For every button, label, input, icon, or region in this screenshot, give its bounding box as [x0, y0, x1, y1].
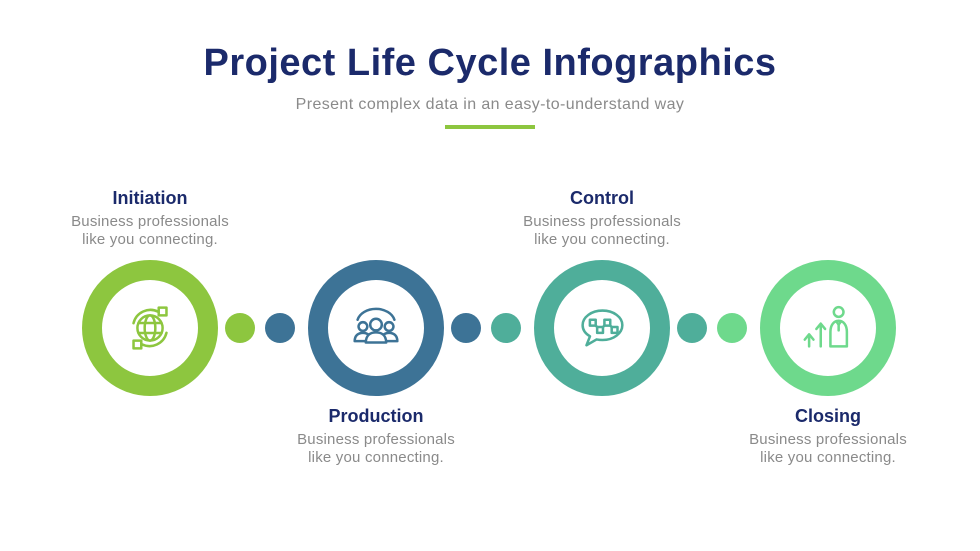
stage-description-line: Business professionals — [71, 213, 229, 230]
connector-dot — [265, 313, 295, 343]
stage-title: Initiation — [112, 188, 188, 208]
stage-title: Control — [570, 188, 634, 208]
stage-control: Control Business professionals like you … — [497, 0, 707, 551]
stage-circle — [308, 260, 444, 396]
stage-description: Business professionals like you connecti… — [497, 213, 707, 249]
connector-dot — [717, 313, 747, 343]
stage-description: Business professionals like you connecti… — [723, 431, 933, 467]
stage-title: Closing — [795, 406, 861, 426]
stage-description-line: Business professionals — [749, 431, 907, 448]
stage-description-line: like you connecting. — [760, 449, 896, 466]
stage-text-block: Production Business professionals like y… — [271, 406, 481, 467]
title-underline — [445, 125, 535, 129]
stage-description-line: Business professionals — [523, 213, 681, 230]
stage-circle — [760, 260, 896, 396]
stage-description-line: Business professionals — [297, 431, 455, 448]
stage-description: Business professionals like you connecti… — [271, 431, 481, 467]
connector-dot — [225, 313, 255, 343]
stage-description: Business professionals like you connecti… — [45, 213, 255, 249]
page-subtitle: Present complex data in an easy-to-under… — [295, 96, 685, 113]
connector-dot — [451, 313, 481, 343]
stage-closing: Closing Business professionals like you … — [723, 0, 933, 551]
stage-circle — [534, 260, 670, 396]
team-icon — [353, 307, 399, 344]
stage-description-line: like you connecting. — [308, 449, 444, 466]
stage-production: Production Business professionals like y… — [271, 0, 481, 551]
page-title: Project Life Cycle Infographics — [203, 42, 777, 84]
speech-network-icon — [581, 309, 624, 347]
stage-description-line: like you connecting. — [82, 231, 218, 248]
stage-circle — [82, 260, 218, 396]
connector-dot — [677, 313, 707, 343]
stage-title: Production — [328, 406, 424, 426]
stage-initiation: Initiation Business professionals like y… — [45, 0, 255, 551]
stage-text-block: Control Business professionals like you … — [497, 188, 707, 249]
globe-sync-icon — [132, 306, 168, 350]
stage-description-line: like you connecting. — [534, 231, 670, 248]
connector-dot — [491, 313, 521, 343]
stage-text-block: Closing Business professionals like you … — [723, 406, 933, 467]
stage-text-block: Initiation Business professionals like y… — [45, 188, 255, 249]
person-growth-icon — [803, 305, 849, 348]
